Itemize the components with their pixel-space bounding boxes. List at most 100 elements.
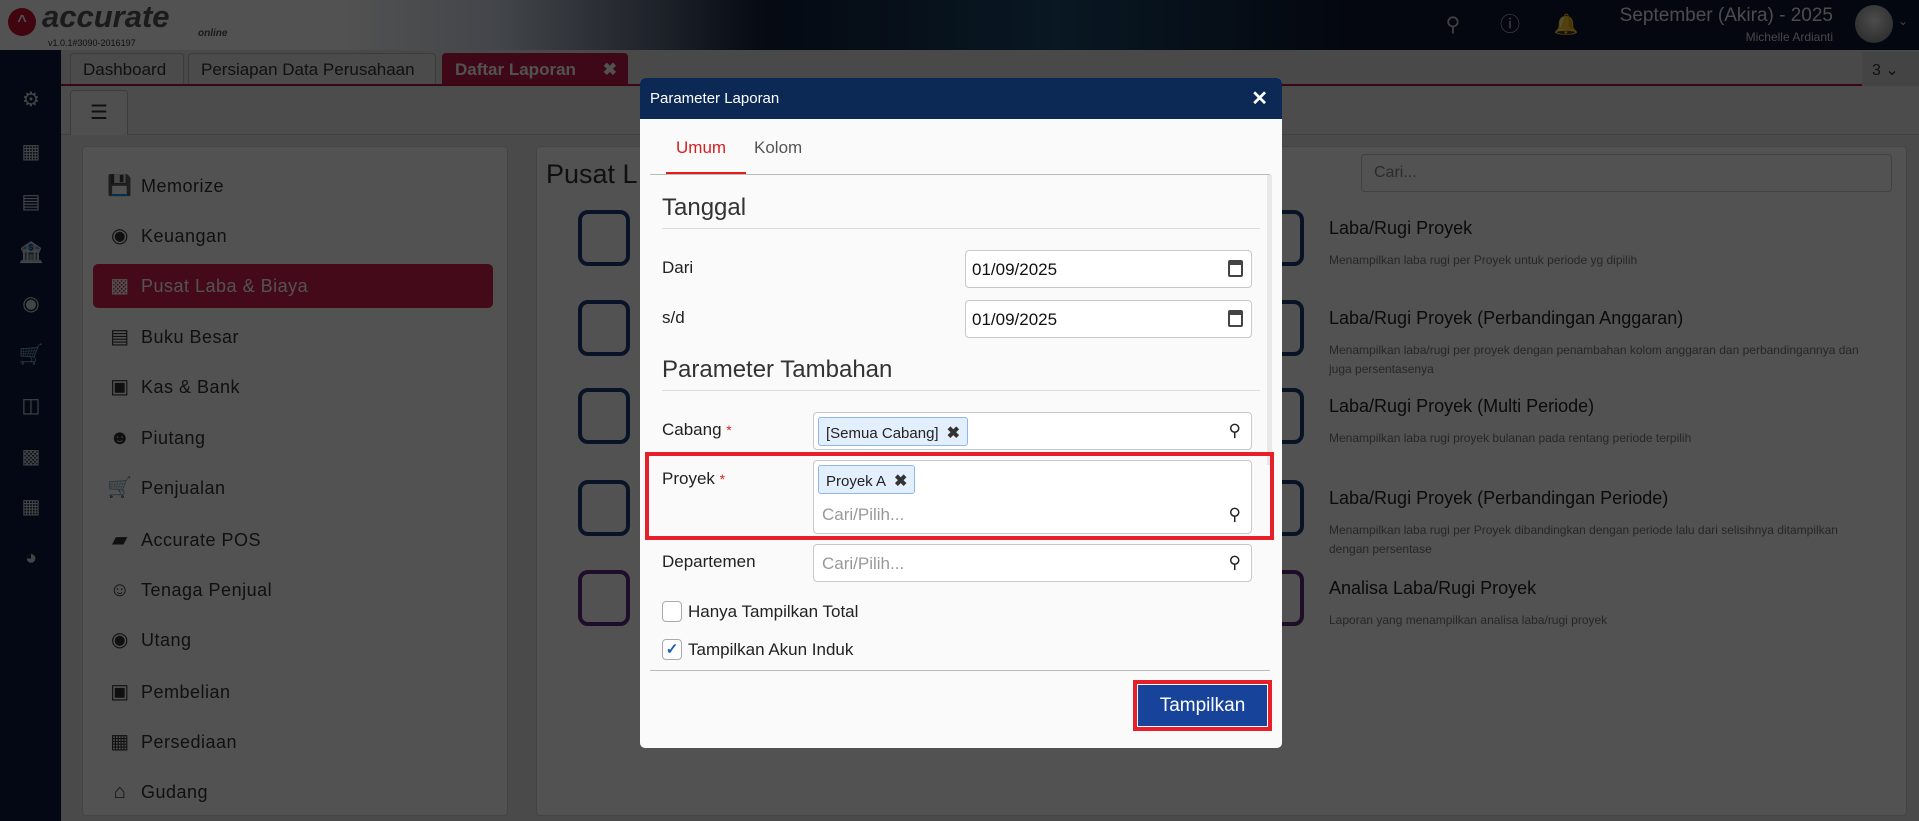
salesperson-icon: ☺	[109, 579, 131, 601]
from-date-input[interactable]: 01/09/2025	[965, 250, 1252, 288]
report-icon[interactable]	[578, 210, 630, 266]
nav-item-4[interactable]: ▣ Kas & Bank	[93, 365, 493, 409]
report-title[interactable]: Laba/Rugi Proyek	[1329, 218, 1473, 238]
dialog-title: Parameter Laporan	[650, 90, 780, 107]
module-sidebar: ⚙ ▦ ▤ 🏦 ◉ 🛒 ◫ ▩ ▦ ◕	[0, 50, 61, 821]
tab-persiapan[interactable]: Persiapan Data Perusahaan	[188, 53, 436, 84]
bank-icon[interactable]: 🏦	[18, 242, 44, 264]
department-label: Departemen	[662, 552, 756, 571]
building-icon[interactable]: ▦	[21, 141, 41, 163]
chevron-down-icon: ⌄	[1885, 62, 1899, 79]
pos-icon: ▰	[112, 529, 128, 551]
to-date-value: 01/09/2025	[972, 310, 1058, 329]
book-icon[interactable]: ▤	[21, 191, 41, 213]
nav-item-label: Tenaga Penjual	[141, 580, 273, 600]
only-total-label[interactable]: Hanya Tampilkan Total	[688, 602, 859, 621]
tab-kolom[interactable]: Kolom	[754, 138, 803, 157]
nav-item-label: Piutang	[141, 428, 206, 448]
branch-label: Cabang *	[662, 420, 732, 440]
nav-item-8[interactable]: ☺ Tenaga Penjual	[93, 568, 493, 612]
purchase-cart-icon[interactable]: ◫	[21, 395, 41, 417]
nav-item-1[interactable]: ◉ Keuangan	[93, 214, 493, 258]
calendar-icon[interactable]	[1228, 260, 1243, 277]
bell-icon[interactable]: 🔔	[1553, 14, 1579, 36]
tab-count-dropdown[interactable]: 3 ⌄	[1862, 52, 1919, 86]
divider	[662, 228, 1260, 229]
to-date-input[interactable]: 01/09/2025	[965, 300, 1252, 338]
list-view-button[interactable]: ☰	[70, 90, 128, 135]
nav-item-6[interactable]: 🛒 Penjualan	[93, 466, 493, 510]
tax-icon[interactable]: ▦	[21, 496, 41, 518]
report-icon[interactable]	[578, 300, 630, 356]
report-title[interactable]: Analisa Laba/Rugi Proyek	[1329, 578, 1537, 598]
project-input[interactable]: Proyek A ✖ Cari/Pilih... ⚲	[813, 460, 1252, 534]
chevron-down-icon[interactable]: ⌄	[1898, 14, 1909, 28]
warehouse-icon: ⌂	[113, 781, 127, 803]
tab-daftar-laporan[interactable]: Daftar Laporan ✖	[442, 53, 628, 84]
tab-dashboard[interactable]: Dashboard	[70, 53, 184, 84]
app-header	[0, 0, 1919, 50]
receivable-icon: ☻	[109, 427, 131, 449]
money-bag-icon[interactable]: ◉	[22, 293, 40, 315]
report-search-input[interactable]: Cari...	[1361, 154, 1892, 192]
nav-item-11[interactable]: ▦ Persediaan	[93, 720, 493, 764]
table-report-icon[interactable]	[578, 570, 630, 626]
cart-icon: 🛒	[107, 477, 133, 499]
from-label: Dari	[662, 258, 694, 277]
department-input[interactable]: Cari/Pilih... ⚲	[813, 544, 1252, 582]
logo-sub: online	[198, 28, 228, 39]
project-placeholder: Cari/Pilih...	[822, 505, 905, 524]
nav-item-5[interactable]: ☻ Piutang	[93, 416, 493, 460]
remove-icon[interactable]: ✖	[946, 425, 960, 442]
search-icon[interactable]: ⚲	[1228, 553, 1241, 572]
required-mark: *	[726, 422, 732, 438]
cart-icon[interactable]: 🛒	[18, 344, 44, 366]
logo-text: accurate	[42, 0, 170, 34]
save-icon: 💾	[107, 175, 133, 197]
show-parent-checkbox[interactable]: ✓	[662, 639, 682, 660]
tampilkan-button[interactable]: Tampilkan	[1138, 685, 1267, 726]
help-icon[interactable]: ⓘ	[1500, 14, 1520, 36]
nav-item-7[interactable]: ▰ Accurate POS	[93, 518, 493, 562]
nav-item-10[interactable]: ▣ Pembelian	[93, 670, 493, 714]
branch-input[interactable]: [Semua Cabang] ✖ ⚲	[813, 412, 1252, 450]
calendar-icon[interactable]	[1228, 310, 1243, 327]
search-icon[interactable]: ⚲	[1228, 505, 1241, 524]
nav-item-label: Pembelian	[141, 682, 231, 702]
checkmark-icon: ✓	[665, 641, 679, 658]
project-chip: Proyek A ✖	[818, 465, 916, 494]
report-description: Menampilkan laba rugi per Proyek dibandi…	[1329, 523, 1838, 556]
report-icon[interactable]	[578, 388, 630, 444]
remove-icon[interactable]: ✖	[894, 473, 908, 490]
highlight-box	[645, 452, 1274, 540]
nav-item-label: Pusat Laba & Biaya	[141, 276, 309, 296]
app-version: v1.0.1#3090-2016197	[48, 38, 136, 48]
nav-item-12[interactable]: ⌂ Gudang	[93, 770, 493, 814]
report-icon[interactable]	[578, 480, 630, 536]
money-bag-icon: ◉	[111, 225, 129, 247]
only-total-checkbox[interactable]	[662, 601, 682, 622]
nav-item-label: Penjualan	[141, 478, 226, 498]
report-title[interactable]: Laba/Rugi Proyek (Perbandingan Anggaran)	[1329, 308, 1684, 328]
search-icon[interactable]: ⚲	[1445, 14, 1461, 36]
gear-icon[interactable]: ⚙	[22, 89, 40, 111]
close-icon[interactable]: ✖	[602, 60, 617, 79]
report-title[interactable]: Laba/Rugi Proyek (Multi Periode)	[1329, 396, 1595, 416]
period-label[interactable]: September (Akira) - 2025	[1619, 5, 1833, 26]
chart-icon[interactable]: ◕	[24, 547, 38, 569]
nav-item-0[interactable]: 💾 Memorize	[93, 164, 493, 208]
nav-item-9[interactable]: ◉ Utang	[93, 618, 493, 662]
search-icon[interactable]: ⚲	[1228, 421, 1241, 440]
tab-umum[interactable]: Umum	[666, 138, 746, 175]
user-name[interactable]: Michelle Ardianti	[1745, 30, 1833, 44]
project-label: Proyek *	[662, 469, 725, 489]
close-icon[interactable]: ✕	[1251, 88, 1268, 110]
scrollbar[interactable]	[1267, 175, 1272, 465]
inventory-icon: ▦	[110, 731, 130, 753]
report-title[interactable]: Laba/Rugi Proyek (Perbandingan Periode)	[1329, 488, 1669, 508]
nav-item-3[interactable]: ▤ Buku Besar	[93, 315, 493, 359]
factory-icon[interactable]: ▩	[21, 446, 41, 468]
avatar[interactable]	[1855, 5, 1893, 43]
nav-item-2[interactable]: ▩ Pusat Laba & Biaya	[93, 264, 493, 308]
show-parent-label[interactable]: Tampilkan Akun Induk	[688, 640, 854, 659]
